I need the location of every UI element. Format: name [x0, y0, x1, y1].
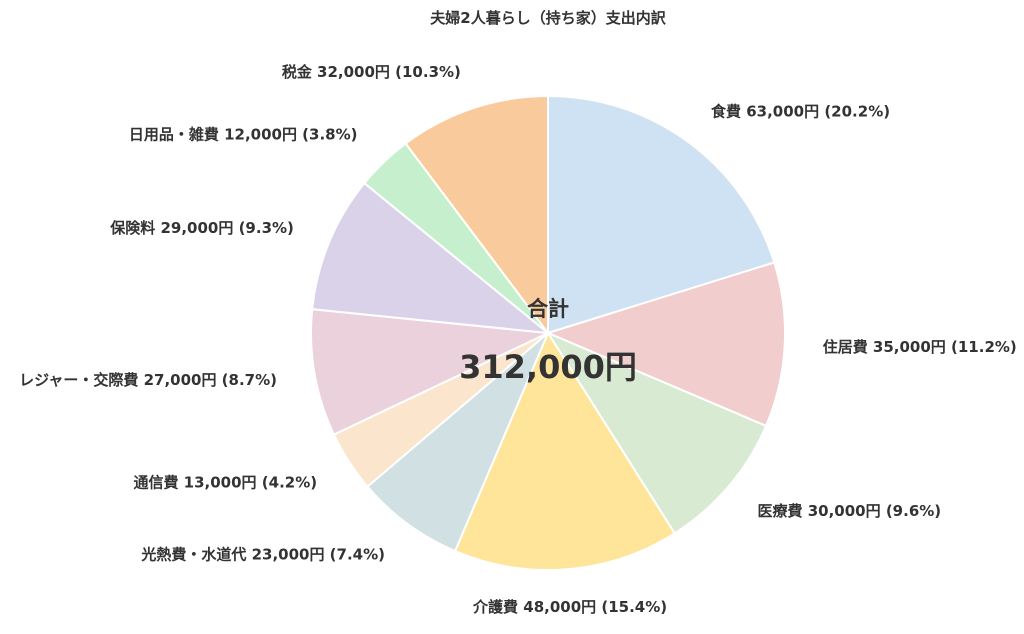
center-label: 合計 [527, 297, 569, 321]
slice-label-3: 介護費 48,000円 (15.4%) [472, 598, 667, 616]
slice-label-0: 食費 63,000円 (20.2%) [711, 103, 890, 121]
pie-slices [310, 94, 787, 571]
pie-slice-2 [545, 330, 768, 535]
pie-slice-4 [366, 332, 549, 553]
pie-slice-9 [404, 94, 549, 336]
pie-slice-6 [310, 308, 552, 436]
center-total: 312,000円 [459, 348, 637, 386]
pie-slice-7 [311, 181, 552, 335]
slice-label-7: 保険料 29,000円 (9.3%) [109, 219, 294, 237]
pie-slice-1 [545, 261, 787, 428]
slice-label-4: 光熱費・水道代 23,000円 (7.4%) [140, 546, 385, 564]
pie-slice-3 [453, 330, 677, 571]
slice-label-1: 住居費 35,000円 (11.2%) [823, 338, 1017, 356]
chart-title: 夫婦2人暮らし（持ち家）支出内訳 [430, 9, 666, 27]
slice-label-5: 通信費 13,000円 (4.2%) [133, 473, 317, 491]
pie-slice-0 [547, 94, 776, 335]
slice-label-9: 税金 32,000円 (10.3%) [282, 63, 461, 81]
slice-labels: 食費 63,000円 (20.2%) 住居費 35,000円 (11.2%) 医療費… [19, 63, 1017, 616]
slice-label-8: 日用品・雑費 12,000円 (3.8%) [129, 126, 358, 144]
slice-label-6: レジャー・交際費 27,000円 (8.7%) [19, 371, 277, 389]
slice-label-2: 医療費 30,000円 (9.6%) [758, 502, 942, 520]
